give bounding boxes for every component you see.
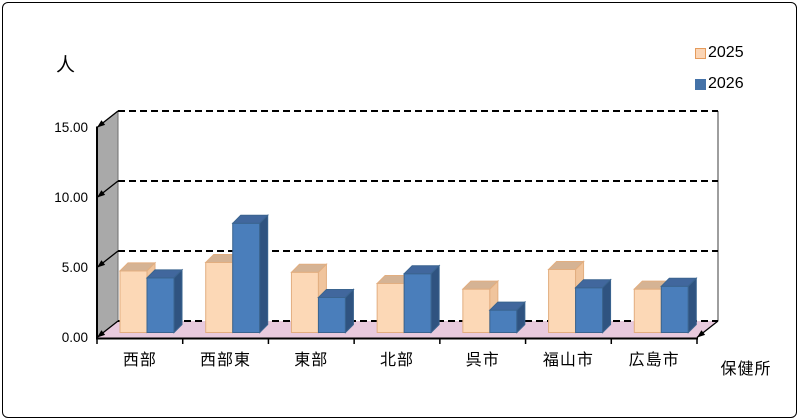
x-axis-title: 保健所: [720, 361, 772, 378]
legend-swatch-2025: [695, 47, 706, 59]
bar-2026-福山市: [574, 278, 612, 334]
y-axis-title: 人: [56, 55, 76, 76]
x-category-label-東部: 東部: [294, 352, 329, 369]
tick-arrow: [697, 330, 706, 338]
bar-face: [173, 268, 183, 334]
bar-face: [516, 300, 526, 334]
legend-item-2026: 2026: [695, 74, 744, 94]
bar-face: [344, 288, 354, 334]
x-category-label-北部: 北部: [379, 352, 414, 369]
y-tick-label-10.00: 10.00: [54, 189, 88, 205]
bar-2026-呉市: [488, 300, 527, 334]
legend-item-2025: 2025: [695, 43, 744, 63]
bar-face: [259, 214, 269, 334]
x-category-label-広島市: 広島市: [628, 352, 680, 369]
bar-2026-北部: [402, 264, 441, 334]
bar-2026-東部: [317, 288, 355, 334]
bar-2026-広島市: [660, 277, 698, 334]
bar-face: [687, 277, 697, 334]
x-category-label-西部: 西部: [122, 352, 157, 369]
legend-swatch-2026: [695, 78, 706, 90]
y-tick-label-0.00: 0.00: [61, 329, 88, 345]
legend-label-2026: 2026: [708, 75, 744, 92]
y-tick-label-5.00: 5.00: [61, 259, 88, 275]
legend: 2025 2026: [695, 43, 744, 105]
x-category-label-呉市: 呉市: [465, 352, 500, 369]
legend-label-2025: 2025: [708, 44, 744, 61]
y-tick-label-15.00: 15.00: [54, 119, 88, 135]
tick-arrow: [97, 260, 106, 268]
tick-arrow: [97, 330, 106, 338]
bar-face: [430, 264, 440, 334]
tick-arrow: [97, 120, 106, 128]
bar-face: [602, 278, 612, 334]
bar-2026-西部: [145, 268, 184, 334]
x-category-label-西部東: 西部東: [200, 352, 252, 369]
x-category-label-福山市: 福山市: [542, 352, 594, 369]
bar-2026-西部東: [231, 214, 269, 334]
tick-arrow: [97, 190, 106, 198]
